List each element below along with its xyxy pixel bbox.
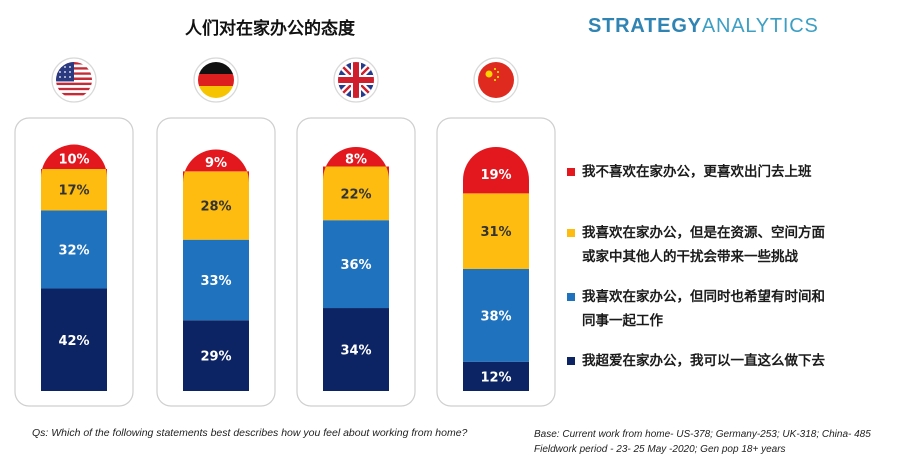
bar-segment bbox=[463, 193, 529, 269]
legend-label-line: 我喜欢在家办公，但同时也希望有时间和 bbox=[582, 289, 825, 305]
legend-label: 我不喜欢在家办公，更喜欢出门去上班 bbox=[582, 160, 872, 184]
bar-segment bbox=[41, 168, 107, 211]
bar-segment bbox=[323, 166, 389, 221]
legend-swatch bbox=[567, 357, 575, 365]
data-label: 19% bbox=[480, 168, 511, 183]
bar-segment bbox=[463, 361, 529, 391]
brand-logo: STRATEGYANALYTICS bbox=[588, 15, 819, 38]
data-label: 31% bbox=[480, 225, 511, 240]
data-label: 9% bbox=[205, 156, 227, 171]
bar-segment bbox=[323, 220, 389, 309]
data-label: 17% bbox=[58, 184, 89, 199]
legend-label-line: 我超爱在家办公，我可以一直这么做下去 bbox=[582, 353, 825, 369]
legend-label: 我喜欢在家办公，但同时也希望有时间和 同事一起工作 bbox=[582, 285, 872, 333]
bar-segment bbox=[323, 147, 389, 180]
legend-swatch bbox=[567, 293, 575, 301]
country-column: 29% 33% 28% 9% bbox=[156, 57, 276, 407]
bar-segment bbox=[41, 210, 107, 289]
bar-segment bbox=[183, 149, 249, 183]
country-column: 42% 32% 17% 10% bbox=[14, 57, 134, 407]
country-column: 34% 36% 22% 8% bbox=[296, 57, 416, 407]
legend-label-line: 我不喜欢在家办公，更喜欢出门去上班 bbox=[582, 164, 812, 180]
bar-segment bbox=[41, 288, 107, 391]
data-label: 34% bbox=[340, 344, 371, 359]
data-label: 32% bbox=[58, 243, 89, 258]
us-flag-icon bbox=[51, 57, 97, 103]
bar-segment bbox=[323, 308, 389, 391]
china-flag-icon bbox=[473, 57, 519, 103]
data-label: 29% bbox=[200, 350, 231, 365]
data-label: 28% bbox=[200, 200, 231, 215]
footnote-base: Base: Current work from home- US-378; Ge… bbox=[534, 427, 871, 457]
data-label: 38% bbox=[480, 309, 511, 324]
uk-flag-icon bbox=[333, 57, 379, 103]
chart-title: 人们对在家办公的态度 bbox=[185, 19, 355, 39]
bar-segment bbox=[183, 239, 249, 321]
data-label: 36% bbox=[340, 258, 371, 273]
bar-segment bbox=[41, 144, 107, 178]
germany-flag-icon bbox=[193, 57, 239, 103]
base-sizes: Base: Current work from home- US-378; Ge… bbox=[534, 429, 871, 440]
data-label: 12% bbox=[480, 370, 511, 385]
data-label: 42% bbox=[58, 334, 89, 349]
country-column: 12% 38% 31% 19% bbox=[436, 57, 556, 407]
legend-label: 我超爱在家办公，我可以一直这么做下去 bbox=[582, 349, 872, 373]
brand-light: ANALYTICS bbox=[701, 15, 819, 37]
data-label: 22% bbox=[340, 187, 371, 202]
bar-segment bbox=[183, 171, 249, 240]
survey-question: Qs: Which of the following statements be… bbox=[32, 427, 468, 439]
legend-label-line: 或家中其他人的干扰会带来一些挑战 bbox=[582, 249, 798, 265]
legend-swatch bbox=[567, 168, 575, 176]
fieldwork-period: Fieldwork period - 23- 25 May -2020; Gen… bbox=[534, 444, 786, 455]
bar-segment bbox=[183, 320, 249, 391]
data-label: 33% bbox=[200, 274, 231, 289]
legend-label-line: 我喜欢在家办公，但是在资源、空间方面 bbox=[582, 225, 825, 241]
data-label: 8% bbox=[345, 152, 367, 167]
stacked-bar-chart: 42% 32% 17% 10% 29% 33% 28% 9% 34% 36% 22% 8% 12% 38%… bbox=[14, 57, 556, 407]
bar-segment bbox=[463, 269, 529, 362]
bar-segment bbox=[463, 147, 529, 194]
data-label: 10% bbox=[58, 153, 89, 168]
legend-swatch bbox=[567, 229, 575, 237]
legend-label-line: 同事一起工作 bbox=[582, 313, 663, 329]
legend-label: 我喜欢在家办公，但是在资源、空间方面 或家中其他人的干扰会带来一些挑战 bbox=[582, 221, 872, 269]
brand-strong: STRATEGY bbox=[588, 15, 702, 37]
